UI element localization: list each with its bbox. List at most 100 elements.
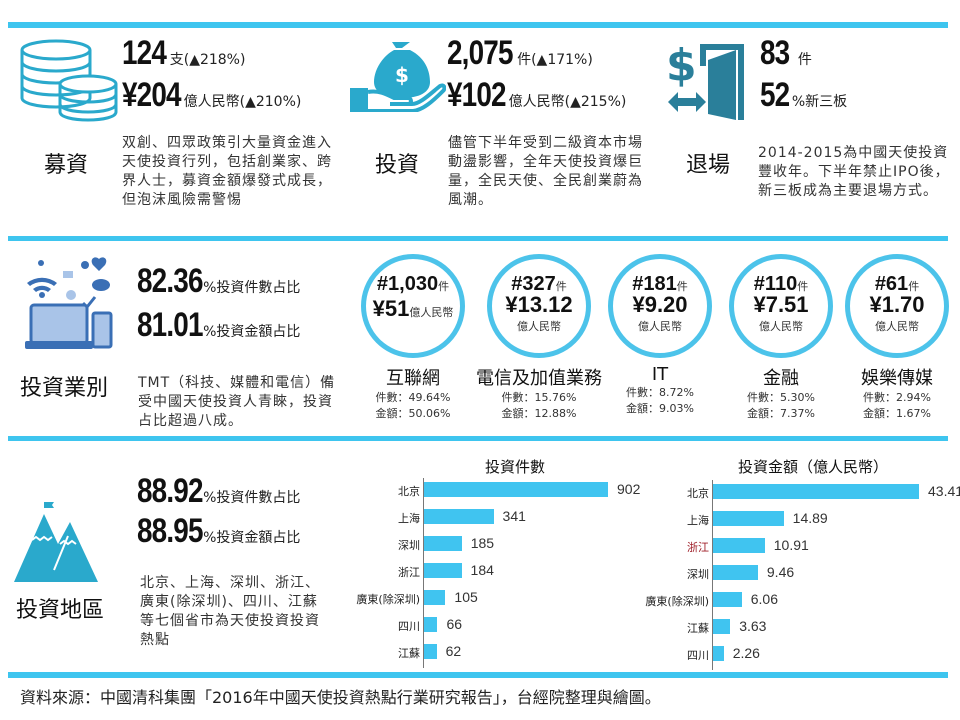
industry-count-share-label: %投資件數占比 [203, 280, 301, 296]
divider-top [8, 22, 948, 28]
chart-amount-title: 投資金額（億人民幣） [738, 458, 889, 476]
investment-count: 2,075 件(▲171%) [447, 34, 593, 73]
chart-value-label: 10.91 [773, 537, 809, 553]
fundraising-amount-unit: 億人民幣(▲210%) [183, 94, 302, 110]
industry-count-value: #181 [632, 273, 677, 295]
industry-amount-value: ¥51 [372, 296, 410, 321]
industry-amount-pct: 金額：9.03% [626, 402, 694, 415]
industry-amount: ¥7.51 億人民幣 [734, 294, 828, 336]
mountain-flag-icon [14, 502, 98, 582]
exit-desc: 2014-2015為中國天使投資豐收年。下半年禁止IPO後，新三板成為主要退場方… [758, 145, 950, 199]
chart-category-label: 四川 [687, 649, 709, 662]
industry-count-pct: 件數：15.76% [501, 391, 577, 404]
chart-category-label: 浙江 [398, 566, 420, 579]
industry-circle: #61件 ¥1.70 億人民幣 [845, 254, 949, 358]
chart-bar [713, 592, 742, 607]
chart-value-label: 6.06 [750, 591, 778, 607]
industry-amount-share: 81.01%投資金額占比 [137, 306, 300, 345]
industry-name: 互聯網 [386, 368, 440, 389]
region-amount-share-label: %投資金額占比 [203, 530, 301, 546]
divider-1 [8, 236, 948, 241]
exit-pct-unit: %新三板 [791, 94, 848, 110]
industry-name: 金融 [763, 368, 799, 389]
industry-count-pct: 件數：8.72% [626, 386, 694, 399]
industry-amount-unit: 億人民幣 [759, 321, 803, 333]
industry-name: IT [651, 364, 669, 385]
industry-amount: ¥9.20 億人民幣 [613, 294, 707, 336]
exit-count-unit: 件 [797, 52, 812, 68]
investment-count-unit: 件(▲171%) [517, 52, 593, 68]
chart-axis [423, 478, 424, 668]
divider-2 [8, 436, 948, 441]
svg-text:$: $ [666, 40, 697, 91]
chart-value-label: 14.89 [792, 510, 828, 526]
chart-bar [424, 590, 446, 605]
industry-amount-unit: 億人民幣 [638, 321, 682, 333]
chart-bar [424, 482, 608, 497]
exit-title: 退場 [686, 153, 731, 178]
investment-title: 投資 [375, 153, 420, 178]
industry-amount-unit: 億人民幣 [517, 321, 561, 333]
industry-count-value: #1,030 [376, 273, 439, 295]
region-title: 投資地區 [16, 598, 105, 623]
chart-category-label: 江蘇 [687, 622, 709, 635]
money-bag-hand-icon: $ [350, 42, 446, 112]
industry-count-share: 82.36%投資件數占比 [137, 262, 300, 301]
fundraising-desc: 双創、四眾政策引大量資金進入天使投資行列，包括創業家、跨界人士，募資金額爆發式成… [122, 135, 332, 208]
chart-count-title: 投資件數 [485, 458, 546, 476]
industry-count-value: #110 [753, 273, 798, 295]
industry-amount-unit: 億人民幣 [875, 321, 919, 333]
region-count-share: 88.92%投資件數占比 [137, 472, 300, 511]
fundraising-count-unit: 支(▲218%) [169, 52, 246, 68]
chart-bar [424, 536, 462, 551]
chart-bar [713, 619, 731, 634]
industry-count: #61件 [850, 273, 944, 296]
chart-category-label: 廣東(除深圳) [356, 593, 420, 606]
chart-value-label: 902 [617, 481, 641, 497]
industry-desc: TMT（科技、媒體和電信）備受中國天使投資人青睞，投資占比超過八成。 [138, 375, 336, 429]
industry-count-value: #61 [874, 273, 909, 295]
chart-category-label: 上海 [687, 514, 709, 527]
industry-count-unit: 件 [676, 281, 688, 293]
chart-category-label: 北京 [687, 487, 709, 500]
chart-value-label: 43.41 [928, 483, 960, 499]
fundraising-title: 募資 [44, 153, 89, 178]
industry-count: #1,030件 [366, 273, 460, 296]
industry-item: 電信及加值業務件數：15.76% 金額：12.88% [469, 364, 609, 422]
exit-count: 83 件 [760, 34, 812, 73]
industry-amount-pct: 金額：50.06% [375, 407, 451, 420]
chart-category-label: 深圳 [687, 568, 709, 581]
industry-amount-share-value: 81.01 [137, 306, 203, 344]
fundraising-count: 124 支(▲218%) [122, 34, 245, 73]
industry-count-unit: 件 [797, 281, 809, 293]
chart-value-label: 3.63 [739, 618, 767, 634]
investment-amount: ¥102 億人民幣(▲215%) [447, 76, 626, 115]
industry-count-unit: 件 [555, 281, 567, 293]
chart-bar [424, 509, 494, 524]
chart-bar [713, 565, 758, 580]
chart-category-label: 江蘇 [398, 647, 420, 660]
region-desc: 北京、上海、深圳、浙江、廣東(除深圳)、四川、江蘇等七個省市為天使投資投資熱點 [140, 575, 320, 648]
chart-bar [424, 617, 438, 632]
region-amount-share-value: 88.95 [137, 512, 203, 550]
exit-pct-value: 52 [760, 76, 790, 114]
industry-name: 電信及加值業務 [476, 368, 602, 389]
chart-value-label: 185 [470, 535, 495, 551]
industry-title: 投資業別 [20, 376, 109, 401]
exit-pct: 52 %新三板 [760, 76, 847, 115]
industry-count-share-value: 82.36 [137, 262, 203, 300]
chart-value-label: 2.26 [732, 645, 760, 661]
industry-count: #181件 [613, 273, 707, 296]
industry-circle: #110件 ¥7.51 億人民幣 [729, 254, 833, 358]
chart-value-label: 62 [445, 643, 462, 659]
industry-amount-pct: 金額：12.88% [501, 407, 577, 420]
devices-icon [25, 257, 113, 349]
chart-value-label: 9.46 [766, 564, 795, 580]
industry-count-pct: 件數：5.30% [747, 391, 815, 404]
chart-category-label: 深圳 [398, 539, 420, 552]
region-amount-share: 88.95%投資金額占比 [137, 512, 300, 551]
industry-item: 金融 件數：5.30% 金額：7.37% [711, 364, 851, 422]
industry-amount-share-label: %投資金額占比 [203, 324, 301, 340]
industry-count-unit: 件 [908, 281, 920, 293]
exit-count-value: 83 [760, 34, 790, 72]
